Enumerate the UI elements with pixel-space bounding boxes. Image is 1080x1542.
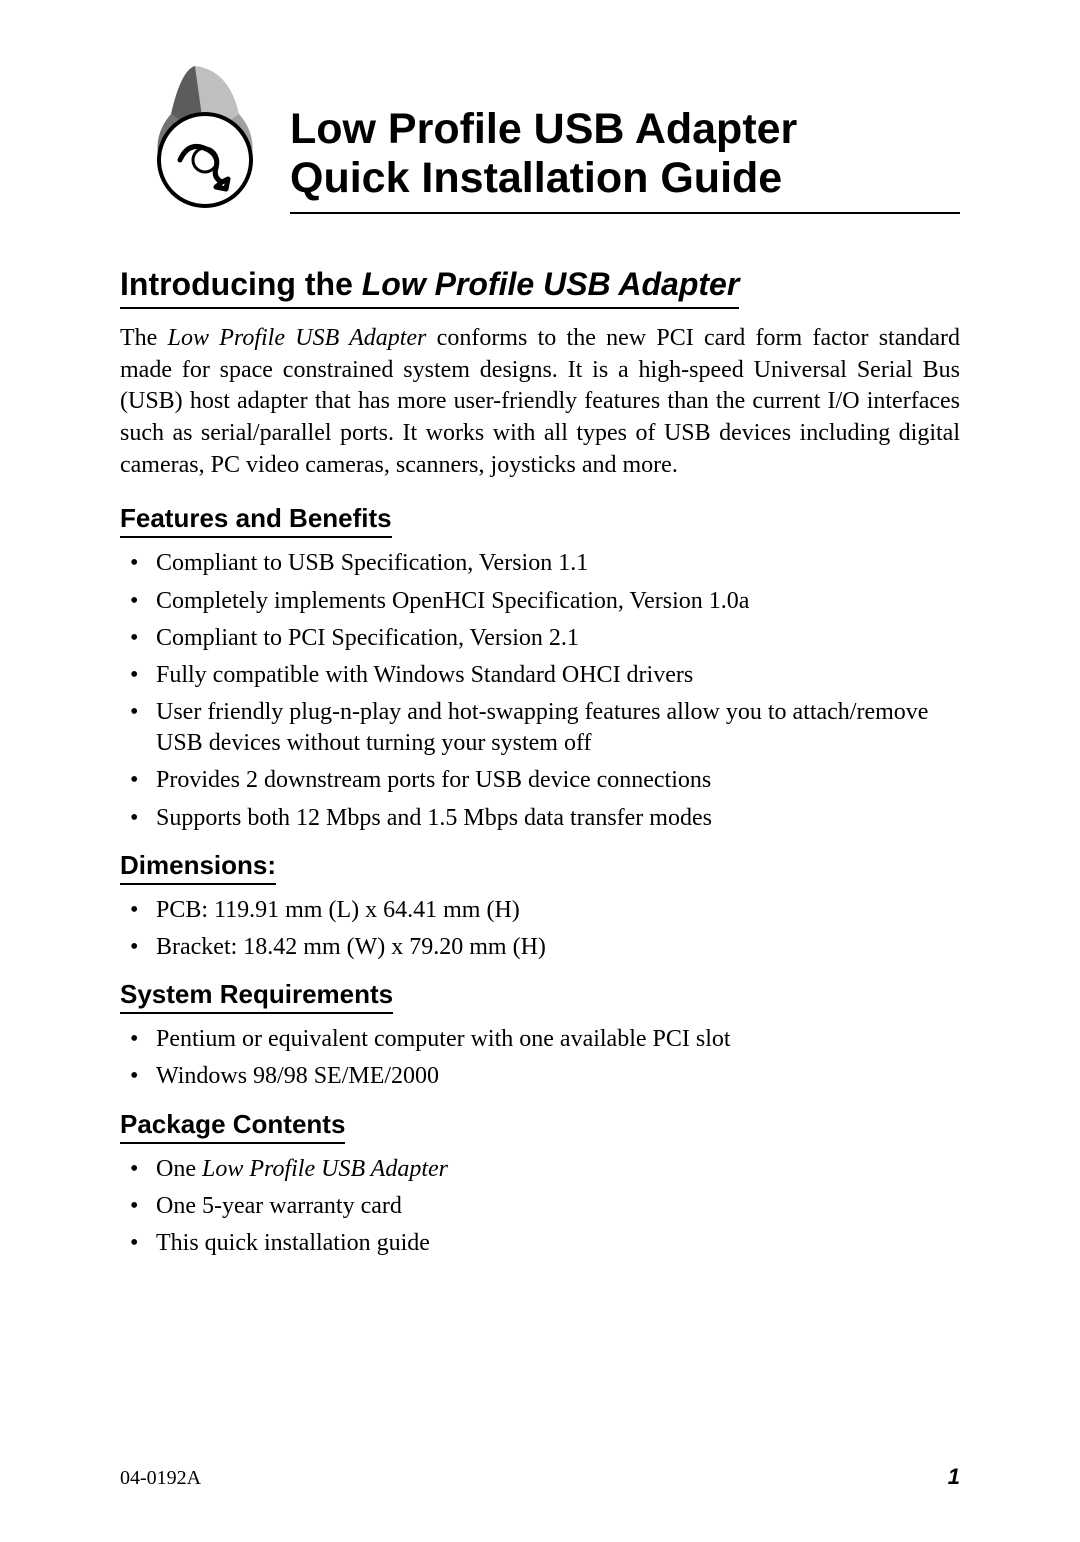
list-item: Bracket: 18.42 mm (W) x 79.20 mm (H) bbox=[128, 932, 960, 963]
sysreq-list: Pentium or equivalent computer with one … bbox=[128, 1024, 960, 1092]
features-heading: Features and Benefits bbox=[120, 503, 392, 538]
page-footer: 04-0192A 1 bbox=[120, 1464, 960, 1490]
document-header: Low Profile USB Adapter Quick Installati… bbox=[120, 70, 960, 230]
list-item: Compliant to USB Specification, Version … bbox=[128, 548, 960, 579]
sysreq-heading-row: System Requirements bbox=[120, 979, 960, 1014]
pkg-item-prefix: One bbox=[156, 1156, 202, 1182]
list-item: Fully compatible with Windows Standard O… bbox=[128, 660, 960, 691]
dimensions-heading: Dimensions: bbox=[120, 850, 276, 885]
intro-paragraph: The Low Profile USB Adapter conforms to … bbox=[120, 323, 960, 481]
list-item: Completely implements OpenHCI Specificat… bbox=[128, 586, 960, 617]
intro-para-leadin: The bbox=[120, 325, 168, 351]
package-heading-row: Package Contents bbox=[120, 1109, 960, 1144]
list-item: PCB: 119.91 mm (L) x 64.41 mm (H) bbox=[128, 895, 960, 926]
intro-para-italic: Low Profile USB Adapter bbox=[168, 325, 427, 351]
document-title-block: Low Profile USB Adapter Quick Installati… bbox=[290, 70, 960, 214]
dimensions-heading-row: Dimensions: bbox=[120, 850, 960, 885]
package-heading: Package Contents bbox=[120, 1109, 345, 1144]
intro-heading-row: Introducing the Low Profile USB Adapter bbox=[120, 266, 960, 309]
list-item: One 5-year warranty card bbox=[128, 1191, 960, 1222]
features-heading-row: Features and Benefits bbox=[120, 503, 960, 538]
list-item: Provides 2 downstream ports for USB devi… bbox=[128, 765, 960, 796]
pkg-item-prefix: One 5-year warranty card bbox=[156, 1193, 402, 1219]
features-list: Compliant to USB Specification, Version … bbox=[128, 548, 960, 834]
list-item: Supports both 12 Mbps and 1.5 Mbps data … bbox=[128, 803, 960, 834]
list-item: Windows 98/98 SE/ME/2000 bbox=[128, 1061, 960, 1092]
list-item: Pentium or equivalent computer with one … bbox=[128, 1024, 960, 1055]
document-code: 04-0192A bbox=[120, 1467, 201, 1490]
list-item: One Low Profile USB Adapter bbox=[128, 1154, 960, 1185]
list-item: This quick installation guide bbox=[128, 1228, 960, 1259]
list-item: Compliant to PCI Specification, Version … bbox=[128, 623, 960, 654]
intro-heading-italic: Low Profile USB Adapter bbox=[362, 266, 740, 302]
pkg-item-prefix: This quick installation guide bbox=[156, 1230, 430, 1256]
page-number: 1 bbox=[948, 1464, 960, 1490]
list-item: User friendly plug-n-play and hot-swappi… bbox=[128, 697, 960, 759]
package-list: One Low Profile USB Adapter One 5-year w… bbox=[128, 1154, 960, 1260]
intro-heading: Introducing the Low Profile USB Adapter bbox=[120, 266, 739, 309]
product-logo-icon bbox=[120, 60, 290, 230]
sysreq-heading: System Requirements bbox=[120, 979, 393, 1014]
intro-heading-prefix: Introducing the bbox=[120, 266, 362, 302]
title-line-2: Quick Installation Guide bbox=[290, 154, 960, 203]
dimensions-list: PCB: 119.91 mm (L) x 64.41 mm (H) Bracke… bbox=[128, 895, 960, 963]
title-line-1: Low Profile USB Adapter bbox=[290, 105, 960, 154]
pkg-item-italic: Low Profile USB Adapter bbox=[202, 1156, 448, 1182]
title-underline bbox=[290, 212, 960, 214]
